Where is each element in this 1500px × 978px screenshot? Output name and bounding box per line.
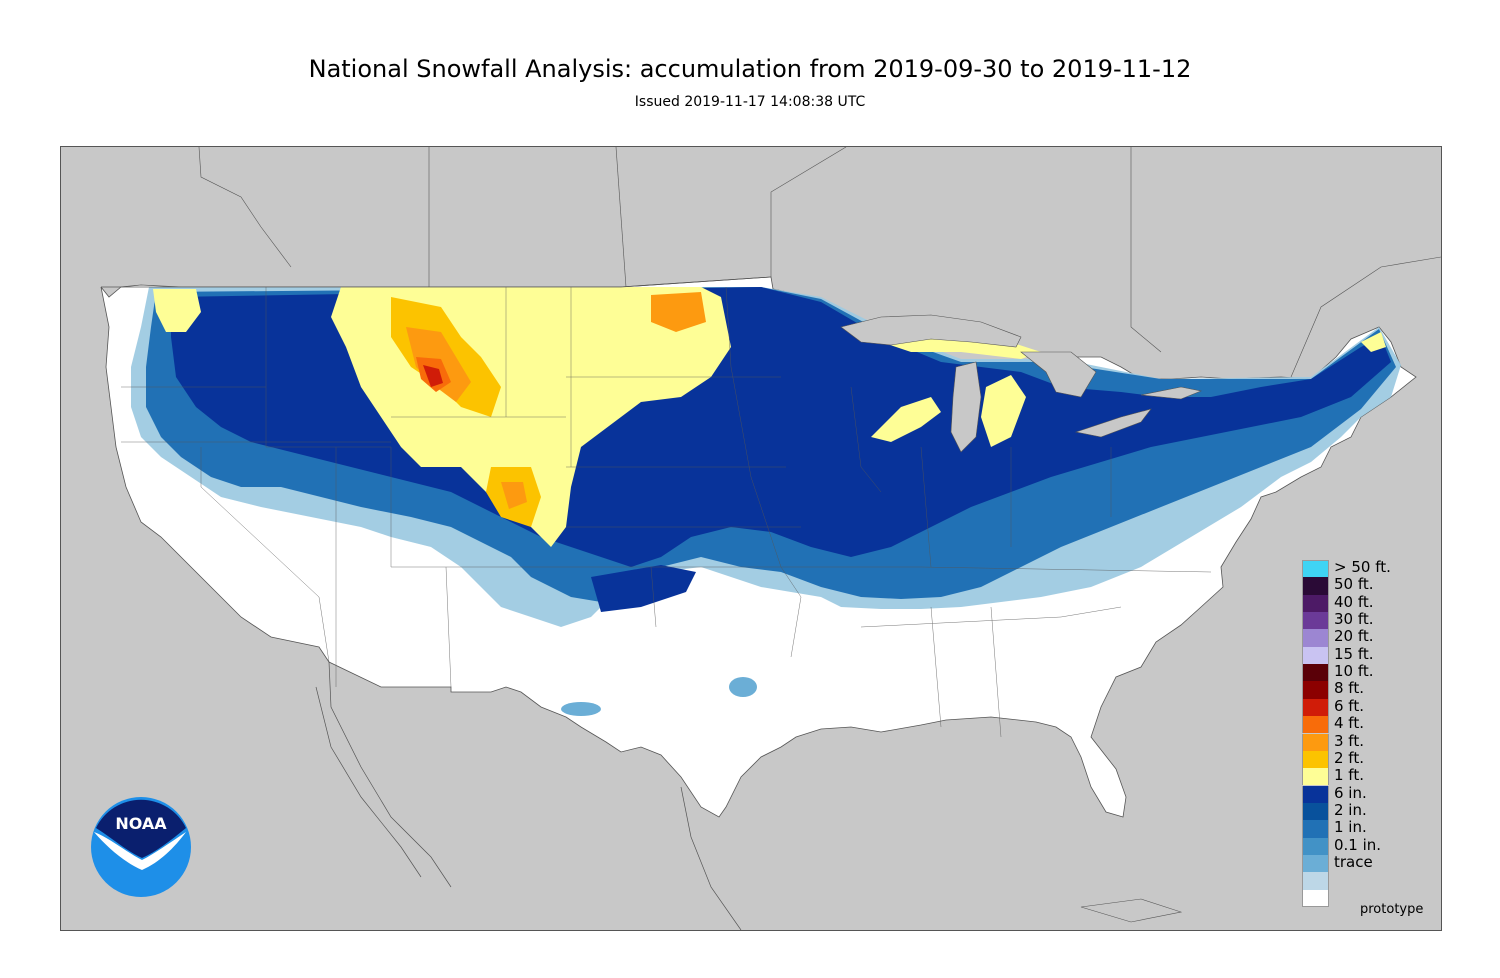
- legend-swatch: [1302, 612, 1329, 630]
- mexico-coast: [328, 661, 452, 888]
- legend-label: 1 ft.: [1334, 766, 1364, 785]
- legend-label: 2 in.: [1334, 800, 1367, 819]
- canada-province-line-3: [615, 147, 627, 288]
- legend-label: 40 ft.: [1334, 592, 1374, 611]
- legend-swatch: [1302, 802, 1329, 821]
- snow-region-3ft-colorado: [501, 482, 527, 509]
- legend-label: 20 ft.: [1334, 627, 1374, 646]
- prototype-label: prototype: [1360, 902, 1424, 917]
- legend-item: 40 ft.: [1302, 592, 1422, 612]
- snow-region-1ft-cascades: [153, 289, 201, 332]
- legend-item: trace: [1302, 852, 1422, 873]
- legend-label: 3 ft.: [1334, 731, 1364, 750]
- legend-swatch: [1302, 698, 1329, 717]
- noaa-logo-text: NOAA: [115, 814, 167, 833]
- legend-label: 50 ft.: [1334, 575, 1374, 594]
- snow-region-3ft-north-dakota: [651, 292, 706, 332]
- legend-label: 6 in.: [1334, 783, 1367, 802]
- snow-region-1ft-michigan: [981, 375, 1026, 447]
- legend-swatch: [1302, 785, 1329, 803]
- noaa-logo: NOAA: [91, 797, 191, 897]
- lake-huron: [1020, 351, 1097, 398]
- legend-item: 1 in.: [1302, 818, 1422, 838]
- legend-swatch: [1302, 646, 1329, 665]
- lake-michigan: [950, 361, 982, 453]
- legend-swatch: [1302, 716, 1329, 734]
- legend-label: 15 ft.: [1334, 644, 1374, 663]
- baja-coast: [315, 686, 422, 878]
- canada-border: [101, 276, 772, 288]
- map-canvas: [100, 147, 1441, 930]
- legend-swatch: [1302, 889, 1329, 907]
- legend-swatch: [1302, 768, 1329, 786]
- snow-region-6ft-montana: [423, 365, 443, 387]
- snow-region-1ft-maine: [1361, 332, 1386, 352]
- snow-spot-texas: [729, 677, 757, 697]
- legend-item: 10 ft.: [1302, 662, 1422, 682]
- legend-item: 20 ft.: [1302, 627, 1422, 647]
- legend-swatch: [1302, 733, 1329, 751]
- cuba: [1080, 898, 1183, 923]
- legend-item: 6 ft.: [1302, 696, 1422, 717]
- lake-erie: [1074, 408, 1152, 438]
- legend-swatch: [1302, 837, 1329, 855]
- legend-label: 30 ft.: [1334, 610, 1374, 629]
- legend-label: 4 ft.: [1334, 714, 1364, 733]
- legend-label: > 50 ft.: [1334, 558, 1391, 576]
- legend-item: [1302, 872, 1422, 890]
- legend-item: > 50 ft.: [1302, 558, 1422, 578]
- lake-ontario: [1140, 386, 1203, 400]
- legend-label: 6 ft.: [1334, 696, 1364, 715]
- legend-label: trace: [1334, 852, 1373, 871]
- snow-spot-west-texas: [561, 702, 601, 716]
- snow-region-1ft-wisconsin: [871, 397, 941, 442]
- legend-item: [1302, 889, 1422, 907]
- noaa-logo-upper: [96, 799, 186, 858]
- legend-item: 15 ft.: [1302, 644, 1422, 665]
- map-title: National Snowfall Analysis: accumulation…: [308, 55, 1192, 83]
- legend-item: 6 in.: [1302, 783, 1422, 803]
- legend-swatch: [1302, 854, 1329, 873]
- legend-swatch: [1302, 820, 1329, 838]
- legend-item: 8 ft.: [1302, 679, 1422, 699]
- issued-timestamp: Issued 2019-11-17 14:08:38 UTC: [634, 94, 866, 110]
- canada-province-line-6: [1290, 256, 1441, 378]
- legend-swatch: [1302, 577, 1329, 595]
- legend-label: 1 in.: [1334, 818, 1367, 837]
- canada-province-line-5: [1130, 147, 1162, 353]
- legend-swatch: [1302, 750, 1329, 769]
- snow-region-6in-oklahoma: [591, 565, 696, 612]
- legend-swatch: [1302, 872, 1329, 890]
- legend-swatch: [1302, 681, 1329, 699]
- legend-swatch: [1302, 629, 1329, 647]
- noaa-logo-bird: [94, 832, 186, 870]
- legend-item: 4 ft.: [1302, 714, 1422, 734]
- legend-label: 0.1 in.: [1334, 835, 1382, 854]
- legend-item: 2 in.: [1302, 800, 1422, 821]
- lake-superior: [840, 314, 1022, 348]
- mexico-gulf-coast: [680, 786, 742, 930]
- legend-label: 8 ft.: [1334, 679, 1364, 698]
- legend-item: 3 ft.: [1302, 731, 1422, 751]
- canada-province-line: [198, 147, 292, 268]
- canada-province-line-4: [770, 147, 847, 277]
- legend-swatch: [1302, 664, 1329, 682]
- legend-label: 2 ft.: [1334, 748, 1364, 767]
- legend-item: 2 ft.: [1302, 748, 1422, 769]
- state-boundaries: [121, 286, 1212, 738]
- legend-item: 0.1 in.: [1302, 835, 1422, 855]
- snowfall-map: [60, 146, 1442, 931]
- legend-item: 30 ft.: [1302, 610, 1422, 630]
- legend-swatch: [1302, 560, 1329, 578]
- legend-label: 10 ft.: [1334, 662, 1374, 681]
- legend-item: 50 ft.: [1302, 575, 1422, 595]
- legend-swatch: [1302, 594, 1329, 612]
- legend-item: 1 ft.: [1302, 766, 1422, 786]
